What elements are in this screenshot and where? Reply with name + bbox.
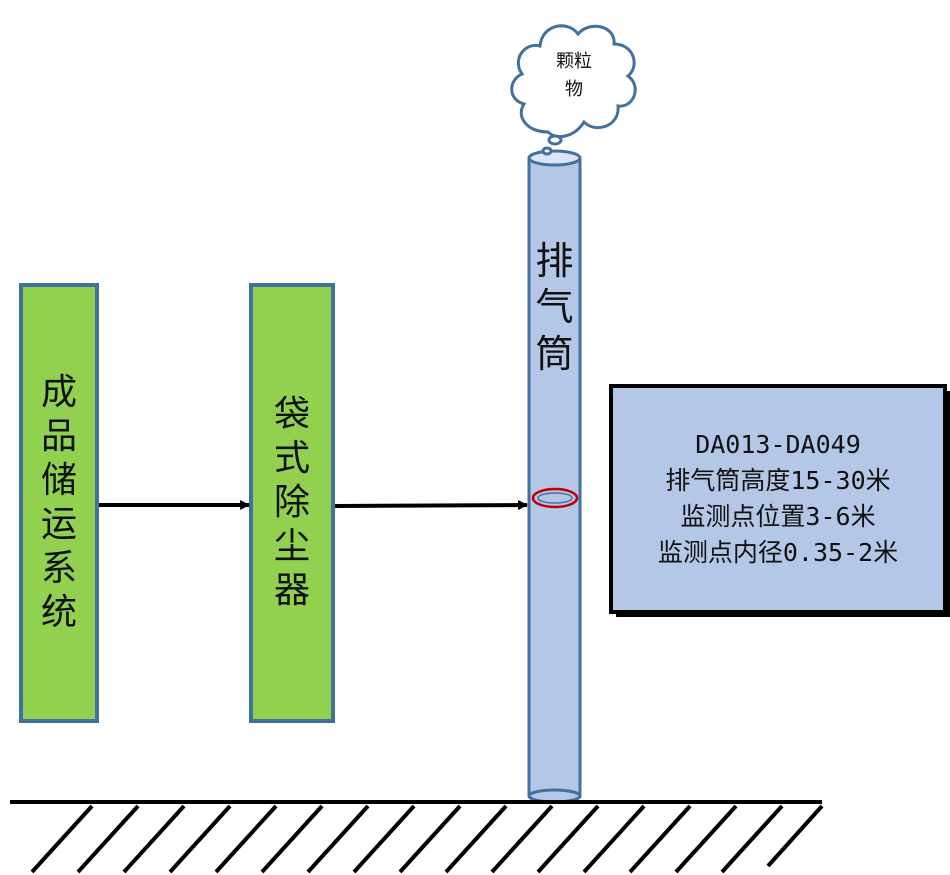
bag-filter-box [249,283,335,723]
bag-filter-label: 袋 式 除 尘 器 [251,285,333,721]
info-box-frame [609,384,947,614]
stack-char: 气 [535,285,574,330]
storage-system-box [19,283,99,723]
arrow-filter-to-stack [334,500,528,511]
filter-char: 式 [273,438,310,480]
monitoring-port-inner [537,492,573,504]
particulate-line: 物 [565,79,583,100]
monitoring-port-icon [531,487,579,509]
storage-char: 统 [40,591,77,633]
cloud-icon [510,24,637,156]
particulate-label: 颗粒 物 [538,48,610,104]
filter-char: 尘 [273,525,310,567]
storage-char: 系 [40,547,77,589]
stack-label: 排 气 筒 [529,238,580,418]
exhaust-stack [527,149,582,804]
filter-char: 除 [273,482,310,524]
stack-height: 排气筒高度15-30米 [665,465,891,495]
monitor-position: 监测点位置3-6米 [680,502,876,531]
stack-char: 排 [535,239,574,283]
info-box: DA013-DA049 排气筒高度15-30米 监测点位置3-6米 监测点内径0… [611,386,945,612]
storage-char: 储 [40,460,77,502]
stack-char: 筒 [535,331,574,376]
monitor-diameter: 监测点内径0.35-2米 [657,538,899,568]
filter-char: 袋 [273,394,310,436]
storage-system-label: 成 品 储 运 系 统 [21,285,97,721]
outlet-codes: DA013-DA049 [695,429,861,459]
storage-char: 品 [40,416,77,458]
storage-char: 成 [40,372,77,414]
filter-char: 器 [273,569,310,611]
storage-char: 运 [40,504,77,545]
ground-hatch-icon [10,800,824,874]
particulate-line: 颗粒 [556,51,592,72]
